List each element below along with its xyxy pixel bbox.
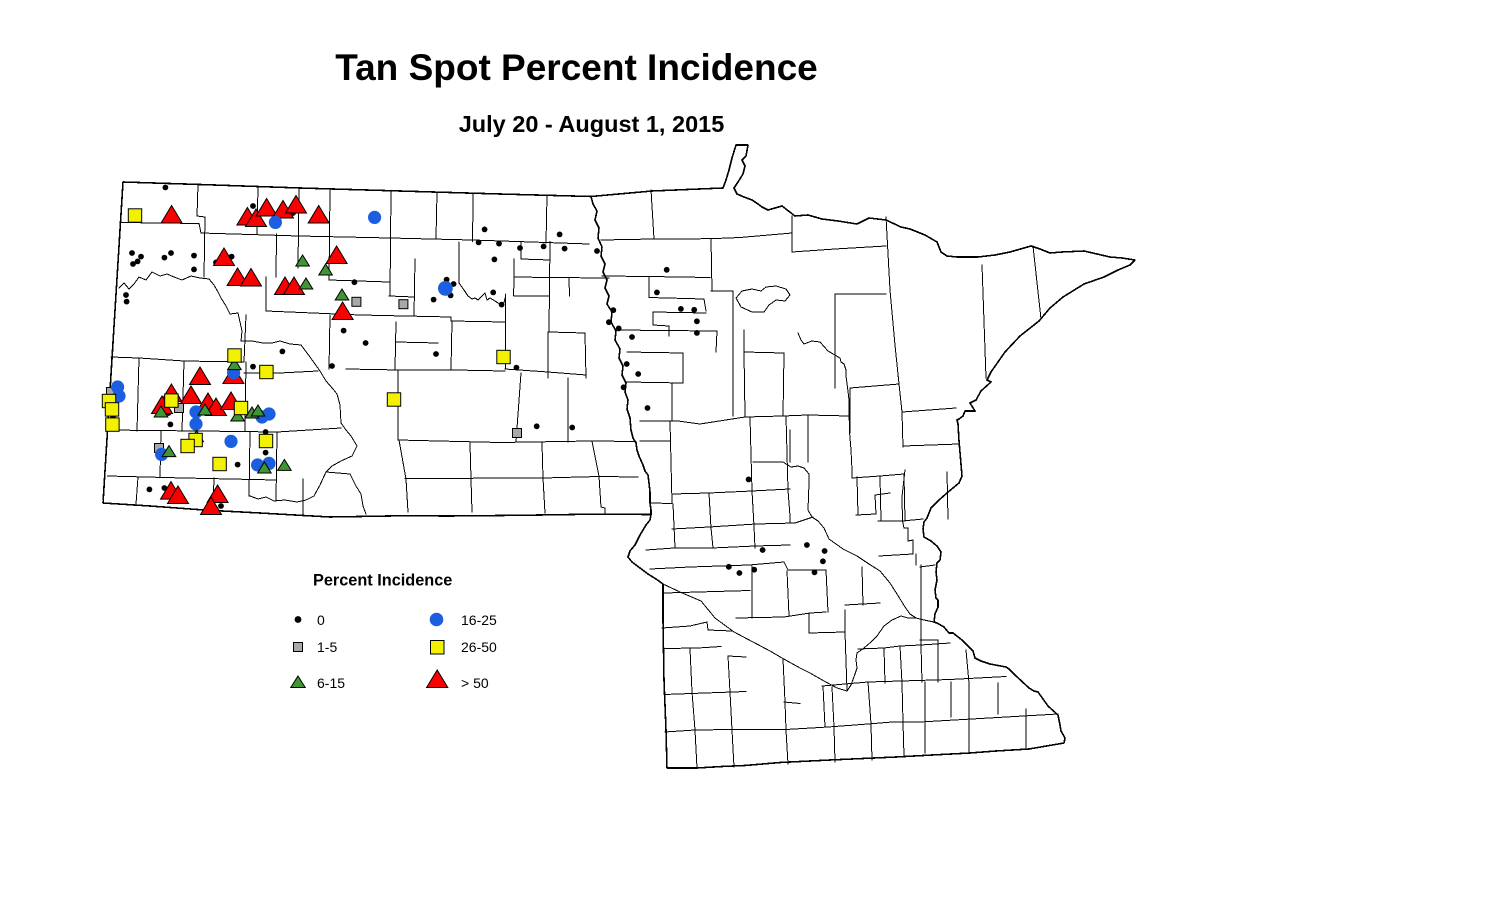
svg-text:> 50: > 50 <box>461 675 489 691</box>
svg-text:0: 0 <box>317 612 325 628</box>
svg-text:1-5: 1-5 <box>317 639 337 655</box>
svg-text:16-25: 16-25 <box>461 612 497 628</box>
svg-text:Percent Incidence: Percent Incidence <box>313 572 452 590</box>
svg-text:26-50: 26-50 <box>461 639 497 655</box>
svg-text:6-15: 6-15 <box>317 675 345 691</box>
